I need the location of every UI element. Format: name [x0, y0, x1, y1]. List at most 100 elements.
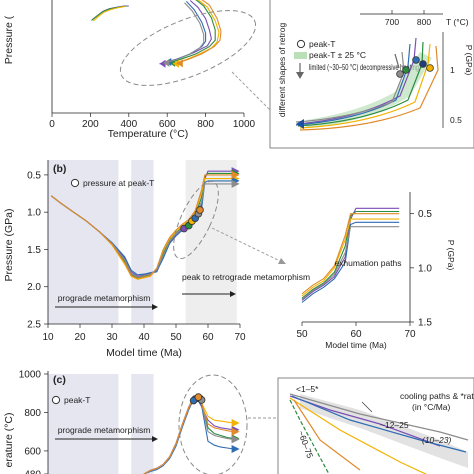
panel-b-peak-label: peak to retrograde metamorphism [182, 272, 310, 282]
panel-a-retrograde-line [172, 0, 220, 65]
panel-a-x-ticks: 0 200 400 600 800 1000 [49, 113, 256, 130]
inset-c-path [291, 395, 467, 453]
panel-a-y-label: Pressure ( [3, 15, 15, 64]
panel-b-inset: 50 60 70 0.5 1.0 1.5 exhumation paths P (GPa)… [296, 192, 456, 350]
legend-band: peak-T ± 25 °C [309, 50, 366, 60]
panel-c-peak-point [194, 393, 203, 401]
panel-b-x-tick-label: 20 [74, 332, 86, 343]
panel-c-inset: <1–5* cooling paths & *rates (in °C/Ma) … [277, 377, 474, 474]
panel-b-highlight-ellipse [173, 180, 219, 260]
panel-c-legend-text: peak-T [64, 395, 90, 405]
inset-c-leader [361, 401, 373, 413]
inset-b-line [301, 221, 400, 303]
panel-c-label: (c) [53, 374, 66, 386]
legend-peak-t: peak-T [309, 39, 335, 49]
panel-a-arrowhead [172, 59, 179, 68]
inset-a-peak-point [402, 66, 410, 74]
panel-a-retrograde-line [176, 0, 222, 64]
inset-a-side-label: different shapes of retrog [277, 23, 287, 118]
inset-b-line [301, 218, 400, 297]
inset-a-path [299, 45, 439, 131]
panel-a-x-tick-label: 600 [159, 119, 176, 130]
panel-a-arrowhead [163, 58, 170, 67]
panel-b-prograde-label: prograde metamorphism [58, 293, 151, 303]
panel-c-y-label: erature (°C) [3, 413, 15, 468]
panel-b-x-tick-label: 70 [234, 332, 246, 343]
inset-a-y-label: P (GPa) [464, 45, 474, 76]
inset-a-ytick-1: 1 [450, 65, 455, 75]
panel-c-legend-marker [51, 395, 61, 405]
panel-b-x-tick-label: 60 [202, 332, 214, 343]
inset-a-tick-800: 800 [417, 17, 431, 27]
panel-a-arrowhead [176, 59, 183, 68]
inset-c-rate-4: (10–23) [422, 435, 451, 445]
panel-b-label: (b) [53, 163, 66, 175]
panel-a-x-tick-label: 800 [197, 119, 214, 130]
inset-a-path [297, 41, 424, 127]
panel-c-highlight-ellipse [178, 374, 248, 474]
legend-band-marker [294, 52, 307, 59]
inset-a-tick-700: 700 [385, 17, 399, 27]
inset-c-band [300, 394, 468, 468]
panel-b-shaded-ranges [48, 160, 237, 324]
panel-b-x-tick-label: 40 [138, 332, 150, 343]
panel-c-ticks: 1000 800 600 480 [19, 370, 48, 474]
panel-b-peak-point [196, 206, 204, 214]
inset-b-x-tick-label: 50 [296, 329, 308, 340]
inset-a-peak-point [396, 70, 404, 78]
panel-b-y-label: Pressure (GPa) [3, 209, 15, 282]
inset-c-path [293, 399, 361, 471]
inset-c-units: (in °C/Ma) [412, 402, 451, 412]
inset-a-ytick-05: 0.5 [450, 115, 462, 125]
panel-b-x-tick-label: 50 [170, 332, 182, 343]
panel-b-y-tick-label: 2.0 [27, 282, 41, 293]
panel-b-y-tick-label: 2.5 [27, 320, 41, 331]
panel-b-marks [50, 167, 240, 280]
inset-a-x-label: T (°C) [446, 17, 469, 27]
legend-heating: limited (~30–50 °C) decompressive heatin… [309, 62, 419, 72]
panel-b: 10 20 30 40 50 60 70 0.5 1.0 1.5 2.0 2.5 (b) pressu… [3, 160, 310, 359]
inset-b-x-tick-label: 60 [350, 329, 362, 340]
panel-c-y-tick-label: 600 [24, 446, 41, 457]
panel-a-inset: different shapes of retrog 700 800 T (°C… [269, 0, 474, 149]
inset-b-marks [301, 207, 400, 303]
panel-a-x-tick-label: 0 [49, 119, 55, 130]
panel-c-prograde-label: prograde metamorphism [58, 425, 151, 435]
panel-c-y-tick-label: 1000 [19, 370, 42, 381]
panel-b-arrowhead [231, 179, 240, 188]
inset-a-path [295, 51, 405, 123]
inset-b-y-tick-label: 0.5 [418, 209, 432, 220]
panel-c: 1000 800 600 480 (c) peak-T prograde metamo… [3, 370, 248, 474]
panel-b-x-tick-label: 10 [42, 332, 54, 343]
panel-b-legend-marker [70, 178, 80, 188]
panel-b-x-tick-label: 30 [106, 332, 118, 343]
panel-b-ticks: 10 20 30 40 50 60 70 0.5 1.0 1.5 2.0 2.5 [27, 170, 246, 343]
panel-b-y-tick-label: 1.5 [27, 245, 41, 256]
inset-a-heating-arrow [394, 53, 400, 69]
panel-b-y-tick-label: 0.5 [27, 170, 41, 181]
panel-c-arrowhead [231, 435, 240, 444]
panel-a-highlight-ellipse [119, 10, 257, 86]
inset-b-annotation: exhumation paths [334, 258, 401, 268]
panel-a: 0 200 400 600 800 1000 Temperature (°C) Press… [3, 0, 257, 140]
panel-a-retrograde-line [168, 0, 216, 64]
inset-a-arrowhead [296, 119, 304, 129]
panel-c-y-tick-label: 480 [24, 470, 41, 474]
panel-c-arrowhead [231, 427, 240, 436]
inset-a-peak-point [426, 64, 434, 72]
panel-a-prograde-line [92, 5, 126, 22]
inset-b-y-label: P (GPa) [446, 240, 456, 271]
panel-b-shaded-range [131, 160, 154, 324]
inset-a-peak-point [419, 60, 427, 68]
panel-a-x-label: Temperature (°C) [108, 128, 189, 140]
panel-b-shaded-range [185, 160, 237, 324]
inset-a-path [299, 43, 431, 129]
inset-a-marks [295, 37, 439, 131]
panel-c-arrowhead [231, 445, 240, 453]
panel-a-retrograde-line [159, 0, 212, 65]
panel-b-arrowhead [231, 170, 240, 179]
inset-b-line [301, 213, 400, 295]
panel-b-legend-text: pressure at peak-T [83, 178, 154, 188]
panel-a-marks [91, 0, 222, 68]
inset-b-x-label: Model time (Ma) [325, 340, 387, 350]
